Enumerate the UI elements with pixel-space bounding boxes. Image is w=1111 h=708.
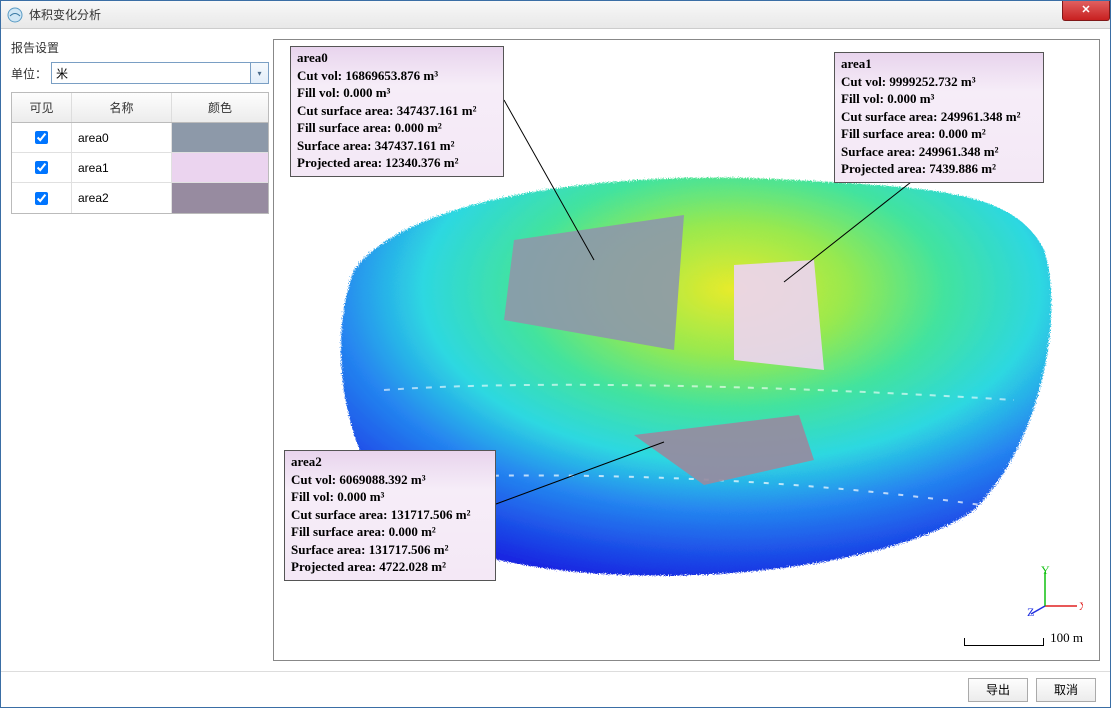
- footer: 导出 取消: [1, 671, 1110, 707]
- dialog-window: 体积变化分析 ✕ 报告设置 单位： 米 ▾ 可见 名称 颜色 area0area…: [0, 0, 1111, 708]
- area-name-cell: area0: [72, 123, 172, 152]
- svg-text:Z: Z: [1027, 605, 1034, 616]
- cancel-button[interactable]: 取消: [1036, 678, 1096, 702]
- table-row[interactable]: area2: [12, 183, 268, 213]
- callout-line: Cut surface area: 131717.506 m²: [291, 506, 489, 524]
- area-polygon-area0[interactable]: [504, 215, 684, 350]
- unit-select[interactable]: 米 ▾: [51, 62, 269, 84]
- color-swatch-cell[interactable]: [172, 153, 268, 182]
- callout-line: Fill surface area: 0.000 m²: [291, 523, 489, 541]
- th-visible: 可见: [12, 93, 72, 122]
- area-polygon-area2[interactable]: [634, 415, 814, 485]
- callout-area0[interactable]: area0Cut vol: 16869653.876 m³Fill vol: 0…: [290, 46, 504, 177]
- close-button[interactable]: ✕: [1062, 1, 1110, 21]
- titlebar[interactable]: 体积变化分析 ✕: [1, 1, 1110, 29]
- callout-line: Projected area: 12340.376 m²: [297, 154, 497, 172]
- area-name-cell: area1: [72, 153, 172, 182]
- visibility-checkbox[interactable]: [35, 161, 48, 174]
- scale-bar: 100 m: [964, 630, 1083, 646]
- callout-line: Fill surface area: 0.000 m²: [841, 125, 1037, 143]
- report-settings-label: 报告设置: [11, 39, 269, 56]
- callout-line: Surface area: 347437.161 m²: [297, 137, 497, 155]
- svg-text:X: X: [1079, 599, 1083, 613]
- app-icon: [7, 7, 23, 23]
- table-row[interactable]: area0: [12, 123, 268, 153]
- th-name: 名称: [72, 93, 172, 122]
- callout-line: Cut vol: 16869653.876 m³: [297, 67, 497, 85]
- unit-select-value: 米: [56, 65, 68, 82]
- area-name-cell: area2: [72, 183, 172, 213]
- area-polygon-area1[interactable]: [734, 260, 824, 370]
- callout-area1[interactable]: area1Cut vol: 9999252.732 m³Fill vol: 0.…: [834, 52, 1044, 183]
- viewport-3d[interactable]: area0Cut vol: 16869653.876 m³Fill vol: 0…: [273, 39, 1100, 661]
- table-header-row: 可见 名称 颜色: [12, 93, 268, 123]
- callout-line: Cut surface area: 347437.161 m²: [297, 102, 497, 120]
- chevron-down-icon[interactable]: ▾: [250, 63, 268, 83]
- callout-title: area1: [841, 55, 1037, 73]
- callout-line: Fill vol: 0.000 m³: [291, 488, 489, 506]
- callout-line: Cut vol: 9999252.732 m³: [841, 73, 1037, 91]
- area-table: 可见 名称 颜色 area0area1area2: [11, 92, 269, 214]
- visibility-checkbox[interactable]: [35, 192, 48, 205]
- callout-line: Projected area: 4722.028 m²: [291, 558, 489, 576]
- callout-line: Surface area: 131717.506 m²: [291, 541, 489, 559]
- axis-gizmo: X Y Z: [1027, 566, 1083, 620]
- callout-line: Projected area: 7439.886 m²: [841, 160, 1037, 178]
- callout-line: Cut vol: 6069088.392 m³: [291, 471, 489, 489]
- callout-line: Fill vol: 0.000 m³: [297, 84, 497, 102]
- unit-row: 单位： 米 ▾: [11, 62, 269, 84]
- callout-line: Fill vol: 0.000 m³: [841, 90, 1037, 108]
- export-button[interactable]: 导出: [968, 678, 1028, 702]
- table-row[interactable]: area1: [12, 153, 268, 183]
- content-area: 报告设置 单位： 米 ▾ 可见 名称 颜色 area0area1area2: [1, 29, 1110, 671]
- svg-text:Y: Y: [1041, 566, 1050, 577]
- scalebar-line: [964, 638, 1044, 646]
- callout-area2[interactable]: area2Cut vol: 6069088.392 m³Fill vol: 0.…: [284, 450, 496, 581]
- scalebar-label: 100 m: [1050, 630, 1083, 646]
- callout-title: area0: [297, 49, 497, 67]
- callout-line: Cut surface area: 249961.348 m²: [841, 108, 1037, 126]
- callout-line: Surface area: 249961.348 m²: [841, 143, 1037, 161]
- th-color: 颜色: [172, 93, 268, 122]
- visibility-checkbox[interactable]: [35, 131, 48, 144]
- color-swatch-cell[interactable]: [172, 123, 268, 152]
- callout-title: area2: [291, 453, 489, 471]
- unit-label: 单位：: [11, 65, 47, 82]
- color-swatch-cell[interactable]: [172, 183, 268, 213]
- sidebar: 报告设置 单位： 米 ▾ 可见 名称 颜色 area0area1area2: [11, 39, 269, 661]
- callout-line: Fill surface area: 0.000 m²: [297, 119, 497, 137]
- window-title: 体积变化分析: [29, 6, 101, 23]
